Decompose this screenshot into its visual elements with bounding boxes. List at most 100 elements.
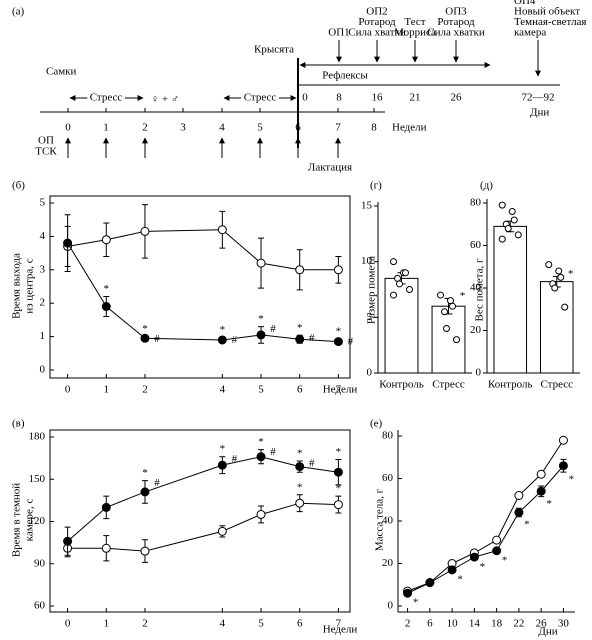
significance-mark: # <box>270 446 276 458</box>
x-tick-label: 7 <box>336 618 342 630</box>
y-tick-label: 5 <box>40 197 46 209</box>
significance-mark: * <box>502 554 508 566</box>
y-axis-label: Время в темной <box>11 483 23 557</box>
week-tick-label: 0 <box>65 122 71 134</box>
data-point <box>390 291 397 299</box>
x-tick-label: Контроль <box>488 379 532 391</box>
data-point <box>498 201 506 209</box>
data-point <box>536 469 546 479</box>
reflexes-label: Рефлексы <box>322 70 368 82</box>
day-tick-label: 72—92 <box>522 92 555 104</box>
significance-mark: * <box>480 561 486 573</box>
day-tick-label: 8 <box>336 92 342 104</box>
data-point <box>514 491 524 500</box>
significance-mark: * <box>297 447 303 459</box>
x-tick-label: 22 <box>513 618 524 630</box>
significance-mark: * <box>220 443 226 455</box>
bar <box>384 277 419 374</box>
bar <box>493 225 528 374</box>
y-tick-label: 80 <box>470 197 482 209</box>
test-name: Ротарод <box>358 16 396 28</box>
significance-mark: # <box>154 477 160 489</box>
significance-mark: # <box>348 335 354 347</box>
significance-mark: * <box>258 436 264 448</box>
data-point <box>390 258 397 266</box>
data-point <box>333 337 343 347</box>
test-name: Морриса <box>394 27 436 39</box>
significance-mark: * <box>336 483 342 495</box>
data-point <box>441 308 448 316</box>
y-axis-label: камере, с <box>24 499 36 542</box>
x-tick-label: 18 <box>491 618 503 630</box>
significance-mark: # <box>232 334 238 346</box>
data-point <box>443 324 450 332</box>
data-point <box>101 502 111 512</box>
y-tick-label: 90 <box>34 557 46 569</box>
y-tick-label: 0 <box>388 600 394 612</box>
test-label: ТСК <box>35 146 57 158</box>
data-point <box>63 536 73 546</box>
y-axis-label: Время выхода <box>11 253 23 319</box>
significance-mark: * <box>142 467 148 479</box>
y-axis-label: из центра, с <box>24 258 36 313</box>
significance-mark: * <box>297 322 303 334</box>
days-label: Дни <box>530 107 549 119</box>
significance-mark: # <box>232 453 238 465</box>
females-label: Самки <box>46 66 77 78</box>
significance-mark: * <box>546 498 552 510</box>
day-tick-label: 0 <box>302 92 308 104</box>
significance-mark: * <box>336 446 342 458</box>
week-tick-label: 1 <box>103 122 109 134</box>
significance-mark: # <box>154 333 160 345</box>
data-point <box>514 231 522 239</box>
y-tick-label: 0 <box>40 364 46 376</box>
data-point <box>256 509 266 519</box>
data-point <box>492 546 502 556</box>
data-point <box>447 565 457 575</box>
y-axis-label: Вес помета, г <box>474 258 486 321</box>
data-point <box>333 265 343 275</box>
data-point <box>536 486 546 496</box>
data-point <box>396 280 403 288</box>
significance-mark: * <box>336 325 342 337</box>
significance-mark: * <box>297 481 303 493</box>
pups-label: Крысята <box>254 44 294 56</box>
data-point <box>256 258 266 268</box>
y-tick-label: 15 <box>361 200 373 212</box>
test-name: камера <box>514 27 546 39</box>
significance-mark: * <box>413 596 419 608</box>
y-tick-label: 1 <box>40 330 46 342</box>
y-tick-label: 0 <box>476 367 482 379</box>
data-point <box>403 588 413 598</box>
data-point <box>449 302 456 310</box>
y-tick-label: 40 <box>382 515 394 527</box>
x-tick-label: 2 <box>405 618 411 630</box>
significance-mark: * <box>568 268 574 280</box>
significance-mark: * <box>142 323 148 335</box>
series-line <box>407 439 564 592</box>
data-point <box>333 500 343 510</box>
bar <box>431 305 466 374</box>
x-axis-label: Недели <box>323 384 358 396</box>
significance-mark: * <box>524 518 530 530</box>
stress-label: Стресс <box>90 92 123 104</box>
mating-label: ♀ + ♂ <box>151 94 179 106</box>
week-tick-label: 4 <box>219 122 225 134</box>
data-point <box>333 467 343 477</box>
week-tick-label: 6 <box>295 122 301 134</box>
data-point <box>558 461 568 471</box>
significance-mark: * <box>460 290 466 302</box>
x-tick-label: Стресс <box>540 379 573 391</box>
data-point <box>453 336 460 344</box>
data-point <box>295 462 305 472</box>
plot-frame <box>49 195 351 379</box>
data-point <box>217 526 227 536</box>
test-name: Сила хватки <box>348 27 406 39</box>
x-tick-label: 4 <box>220 618 226 630</box>
plot-frame <box>49 429 351 613</box>
y-tick-label: 180 <box>29 431 46 443</box>
day-tick-label: 16 <box>372 92 384 104</box>
x-tick-label: 2 <box>142 618 148 630</box>
data-point <box>256 452 266 462</box>
